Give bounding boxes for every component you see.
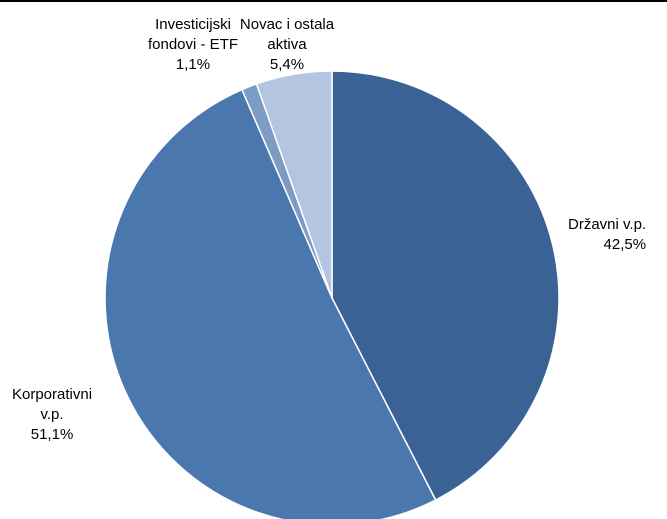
data-label-korporativni: Korporativni v.p. 51,1%	[12, 385, 92, 445]
data-label-korporativni-name-line1: Korporativni	[12, 386, 93, 403]
data-label-drzavni-value: 42,5%	[603, 236, 647, 253]
data-label-drzavni: Državni v.p. 42,5%	[568, 215, 646, 255]
data-label-novac: Novac i ostala aktiva 5,4%	[230, 15, 344, 75]
data-label-korporativni-value: 51,1%	[30, 426, 74, 443]
data-label-korporativni-name-line2: v.p.	[40, 406, 64, 423]
data-label-novac-name-line1: Novac i ostala	[239, 16, 335, 33]
data-label-novac-value: 5,4%	[269, 56, 305, 73]
data-label-novac-name-line2: aktiva	[267, 36, 307, 53]
pie-slice-korporativni-v-p	[104, 88, 437, 519]
pie-slice-novac-i-ostala-aktiva	[255, 70, 333, 299]
data-label-drzavni-name: Državni v.p.	[568, 216, 647, 233]
pie-slice-drzavni-v-p	[331, 70, 560, 501]
data-label-investicijski: Investicijski fondovi - ETF 1,1%	[137, 15, 249, 75]
data-label-investicijski-name-line2: fondovi - ETF	[147, 36, 239, 53]
data-label-investicijski-name-line1: Investicijski	[155, 16, 231, 33]
data-label-investicijski-value: 1,1%	[175, 56, 211, 73]
